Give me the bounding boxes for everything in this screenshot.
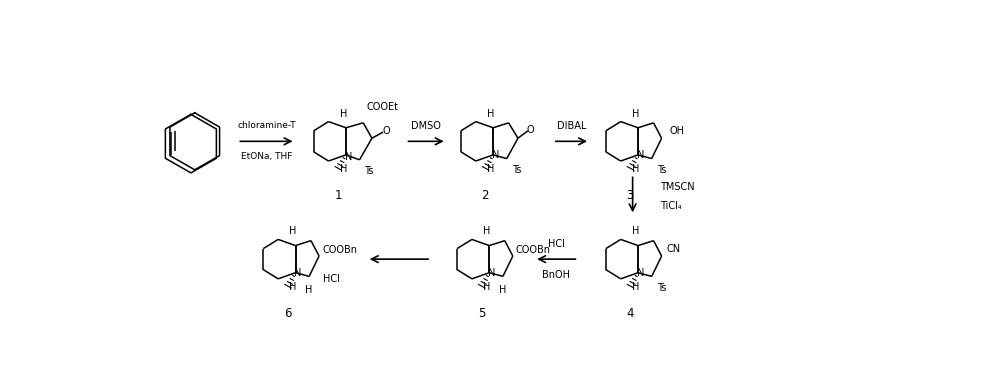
Text: H: H [289, 227, 297, 236]
Text: N: N [488, 268, 495, 278]
Text: TiCl₄: TiCl₄ [660, 201, 682, 211]
Text: N: N [637, 268, 644, 278]
Text: BnOH: BnOH [542, 270, 570, 280]
Text: N: N [492, 151, 499, 160]
Text: H: H [632, 282, 639, 292]
Text: H: H [340, 164, 347, 174]
Text: H: H [487, 108, 494, 118]
Text: DIBAL: DIBAL [557, 121, 586, 131]
Text: N: N [345, 152, 352, 162]
Text: O: O [527, 125, 534, 134]
Text: 5: 5 [478, 306, 485, 319]
Text: Ts: Ts [364, 166, 374, 176]
Text: H: H [499, 285, 507, 295]
Text: DMSO: DMSO [411, 121, 441, 131]
Text: CN: CN [667, 244, 681, 254]
Text: Ts: Ts [512, 165, 521, 175]
Text: H: H [487, 164, 494, 174]
Text: 2: 2 [482, 189, 489, 202]
Text: COOBn: COOBn [516, 245, 551, 255]
Text: H: H [340, 108, 347, 118]
Text: H: H [483, 227, 490, 236]
Text: H: H [632, 164, 639, 174]
Text: H: H [305, 285, 313, 295]
Text: COOBn: COOBn [322, 245, 357, 255]
Text: TMSCN: TMSCN [660, 182, 694, 192]
Text: COOEt: COOEt [366, 102, 398, 112]
Text: O: O [382, 126, 390, 136]
Text: EtONa, THF: EtONa, THF [241, 152, 292, 161]
Text: N: N [294, 268, 302, 278]
Text: Ts: Ts [657, 165, 666, 175]
Text: H: H [289, 282, 297, 292]
Text: Ts: Ts [657, 283, 666, 293]
Text: HCl: HCl [323, 274, 340, 285]
Text: H: H [483, 282, 490, 292]
Text: H: H [632, 108, 639, 118]
Text: H: H [632, 227, 639, 236]
Text: 4: 4 [627, 306, 634, 319]
Text: 1: 1 [334, 189, 342, 202]
Text: N: N [637, 151, 644, 160]
Text: 3: 3 [627, 189, 634, 202]
Text: HCl: HCl [548, 239, 565, 249]
Text: 6: 6 [284, 306, 292, 319]
Text: OH: OH [669, 126, 684, 136]
Text: chloramine-T: chloramine-T [237, 121, 296, 130]
